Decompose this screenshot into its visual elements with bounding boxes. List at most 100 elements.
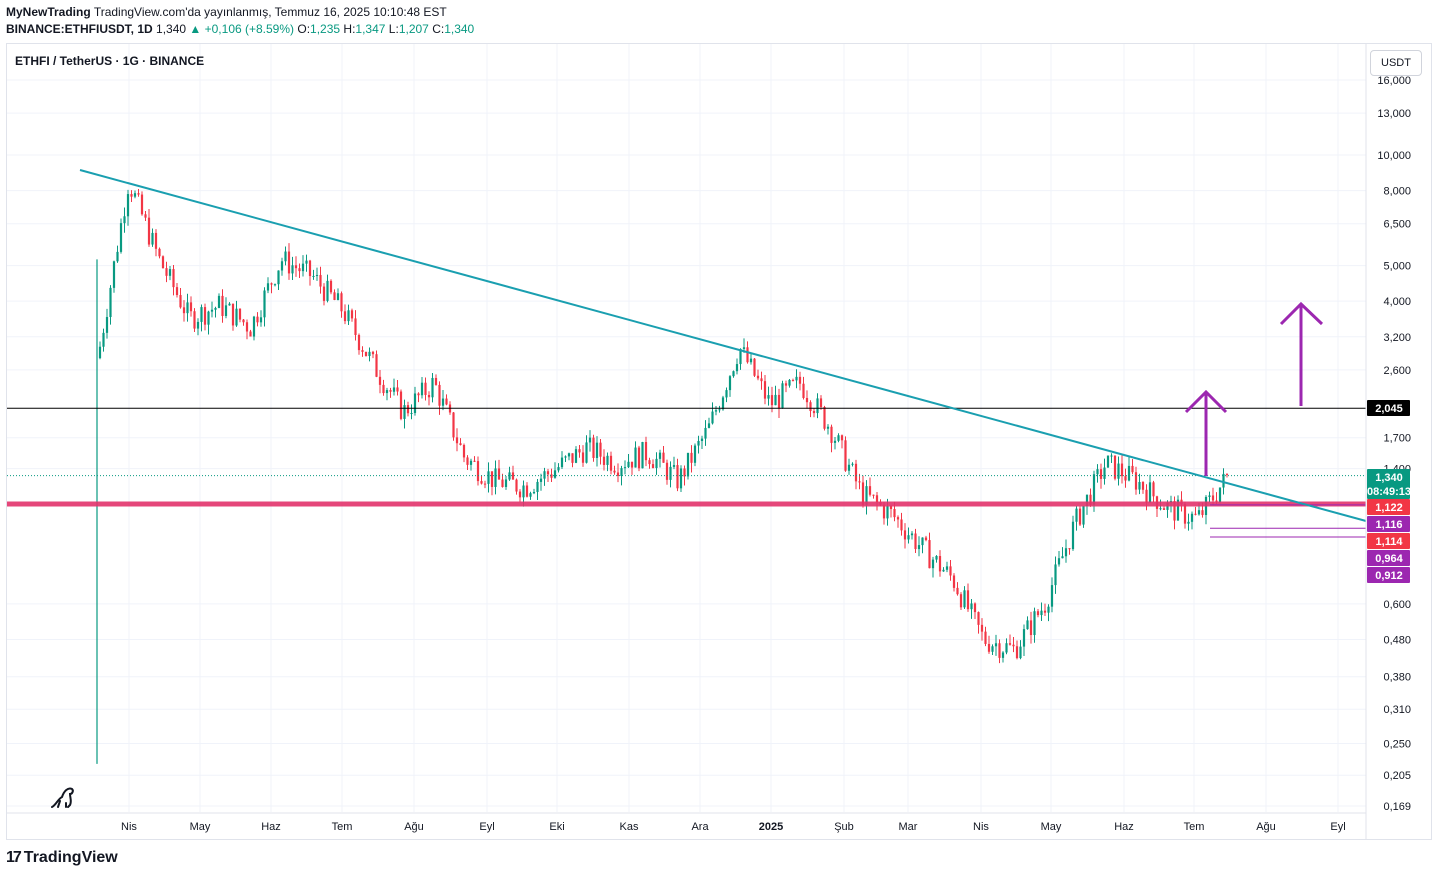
candle-body: [669, 466, 672, 480]
currency-button[interactable]: USDT: [1370, 50, 1422, 76]
candle-body: [1033, 611, 1036, 636]
candle-body: [238, 308, 242, 320]
candle-body: [858, 481, 861, 483]
y-tick-label: 0,310: [1383, 704, 1411, 716]
candle-body: [168, 269, 172, 276]
candle-body: [1141, 481, 1145, 490]
candle-body: [490, 471, 494, 487]
tradingview-logo[interactable]: 17 TradingView: [6, 849, 118, 867]
candle-body: [294, 265, 298, 269]
price-label: 08:49:13: [1367, 486, 1411, 498]
candle-body: [427, 394, 431, 398]
x-tick-label: Tem: [1184, 821, 1205, 833]
x-tick-label: Eyl: [479, 821, 494, 833]
candle-body: [781, 383, 784, 409]
candle-body: [438, 384, 441, 406]
candle-body: [1134, 472, 1138, 490]
candle-body: [882, 504, 886, 519]
x-tick-label: May: [1041, 821, 1062, 833]
candle-body: [161, 256, 165, 269]
y-tick-label: 0,205: [1383, 770, 1411, 782]
candle-body: [571, 453, 574, 463]
y-tick-label: 13,000: [1377, 108, 1411, 120]
candle-body: [1026, 620, 1029, 630]
candle-body: [1047, 606, 1050, 613]
candle-body: [1096, 469, 1099, 475]
candle-body: [1005, 643, 1008, 653]
price-label-bg: [1367, 400, 1410, 416]
candle-body: [1201, 510, 1204, 516]
candle-body: [497, 468, 501, 480]
candle-body: [557, 467, 560, 471]
replay-dino-icon[interactable]: [48, 783, 78, 811]
candle-body: [130, 194, 133, 197]
candle-body: [203, 307, 207, 325]
y-tick-label: 0,480: [1383, 634, 1411, 646]
candle-body: [1113, 455, 1117, 479]
candle-body: [315, 274, 319, 276]
candle-body: [298, 268, 301, 272]
candle-body: [280, 261, 284, 271]
chart-title: ETHFI / TetherUS · 1G · BINANCE: [15, 54, 205, 68]
candle-body: [1218, 487, 1222, 502]
candle-body: [994, 643, 998, 647]
candle-body: [515, 479, 518, 492]
candle-body: [361, 350, 364, 352]
candle-body: [805, 397, 809, 403]
candle-body: [350, 310, 354, 319]
candle-body: [774, 394, 777, 406]
candle-body: [1001, 652, 1005, 658]
candle-body: [627, 461, 630, 468]
candle-body: [483, 483, 487, 485]
candle-body: [896, 517, 900, 520]
candle-body: [823, 407, 826, 429]
candle-body: [1008, 643, 1012, 645]
candle-body: [532, 491, 536, 494]
price-label: 0,964: [1375, 553, 1403, 565]
candle-body: [105, 317, 109, 333]
candle-body: [861, 482, 865, 505]
author-name[interactable]: MyNewTrading: [6, 5, 91, 19]
candle-body: [567, 453, 571, 457]
candle-body: [602, 456, 606, 465]
candle-body: [770, 395, 774, 406]
descending-trendline: [79, 169, 1367, 522]
candle-body: [1085, 494, 1089, 507]
chart-frame[interactable]: [6, 43, 1432, 840]
candle-body: [564, 456, 567, 458]
candle-body: [686, 452, 690, 477]
candle-body: [714, 410, 718, 412]
candle-body: [616, 472, 620, 476]
candle-body: [224, 305, 228, 316]
candle-body: [357, 335, 361, 351]
candle-body: [266, 283, 270, 291]
y-tick-label: 0,600: [1383, 599, 1411, 611]
candle-body: [945, 566, 949, 570]
candle-body: [102, 332, 105, 347]
candle-body: [658, 452, 662, 459]
x-tick-label: Eyl: [1330, 821, 1345, 833]
candle-body: [336, 293, 340, 300]
candle-body: [371, 351, 375, 355]
y-tick-label: 1,700: [1383, 433, 1411, 445]
candle-body: [539, 478, 543, 482]
candle-body: [1089, 494, 1092, 505]
candle-body: [1222, 473, 1225, 488]
candle-body: [462, 444, 466, 458]
arrow-up-small: [1184, 389, 1228, 476]
candle-body: [1225, 473, 1229, 475]
candle-body: [1162, 508, 1166, 510]
candle-body: [784, 383, 788, 386]
candle-body: [287, 251, 291, 274]
tradingview-mark-icon: 17: [6, 849, 22, 866]
candle-body: [518, 491, 522, 498]
candle-body: [613, 470, 616, 473]
price-label: 1,122: [1375, 502, 1403, 514]
candle-body: [546, 471, 550, 475]
candle-body: [207, 311, 210, 325]
y-tick-label: 0,250: [1383, 739, 1411, 751]
candle-body: [914, 533, 917, 550]
candle-body: [1019, 646, 1022, 659]
candle-body: [1040, 610, 1043, 616]
